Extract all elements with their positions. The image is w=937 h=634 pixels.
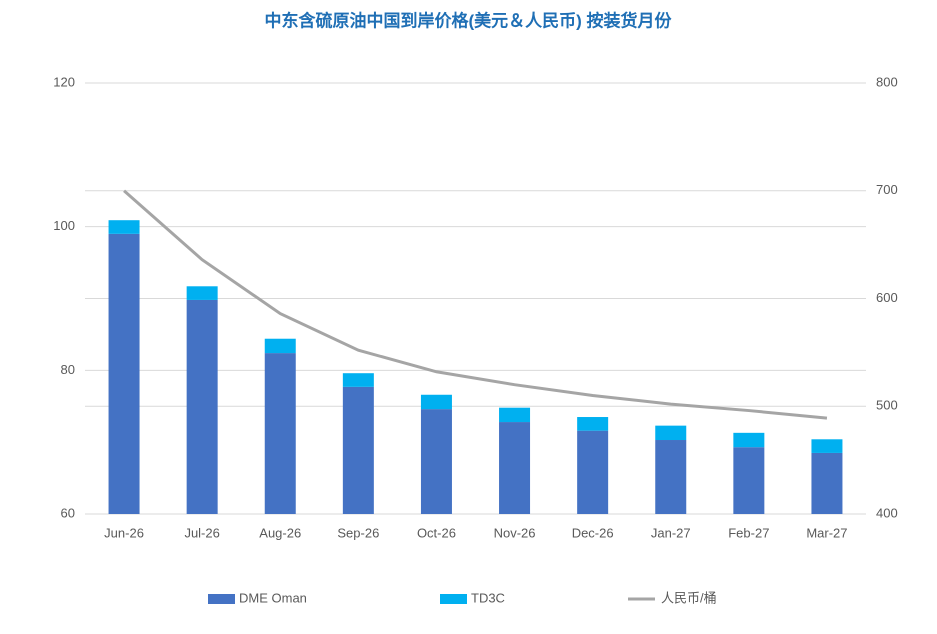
chart-title: 中东含硫原油中国到岸价格(美元＆人民币) 按装货月份: [264, 10, 672, 30]
x-tick-label: Feb-27: [728, 525, 769, 540]
bar: [577, 417, 609, 431]
x-tick-label: Jul-26: [184, 525, 219, 540]
bar: [420, 394, 452, 410]
bar: [108, 220, 140, 234]
bar: [264, 353, 296, 514]
y-tick-label: 80: [61, 362, 75, 377]
x-tick-label: Nov-26: [494, 525, 536, 540]
bar: [811, 452, 843, 514]
x-tick-label: Sep-26: [337, 525, 379, 540]
y2-tick-label: 800: [876, 74, 898, 89]
legend-swatch: [208, 594, 235, 604]
bar: [733, 447, 765, 514]
bar: [186, 286, 218, 300]
y2-tick-label: 500: [876, 398, 898, 413]
x-tick-label: Jan-27: [651, 525, 691, 540]
legend-label: 人民币/桶: [661, 590, 717, 605]
bar: [499, 422, 531, 514]
x-tick-label: Mar-27: [806, 525, 847, 540]
bar: [186, 299, 218, 514]
bar: [733, 432, 765, 448]
bar: [264, 338, 296, 354]
bar: [420, 409, 452, 514]
y2-tick-label: 700: [876, 182, 898, 197]
y2-tick-label: 600: [876, 290, 898, 305]
x-tick-label: Aug-26: [259, 525, 301, 540]
legend-label: DME Oman: [239, 590, 307, 605]
x-tick-label: Dec-26: [572, 525, 614, 540]
y-tick-label: 120: [53, 74, 75, 89]
bar: [499, 407, 531, 423]
bar: [342, 373, 374, 387]
bar: [655, 425, 687, 441]
legend-label: TD3C: [471, 590, 505, 605]
bar: [577, 430, 609, 514]
x-tick-label: Jun-26: [104, 525, 144, 540]
x-tick-label: Oct-26: [417, 525, 456, 540]
bar: [342, 386, 374, 514]
bar: [655, 440, 687, 514]
y-tick-label: 100: [53, 218, 75, 233]
y2-tick-label: 400: [876, 505, 898, 520]
bar: [108, 233, 140, 514]
line: [123, 189, 828, 420]
bar: [811, 439, 843, 453]
y-tick-label: 60: [61, 505, 75, 520]
legend-swatch: [440, 594, 467, 604]
